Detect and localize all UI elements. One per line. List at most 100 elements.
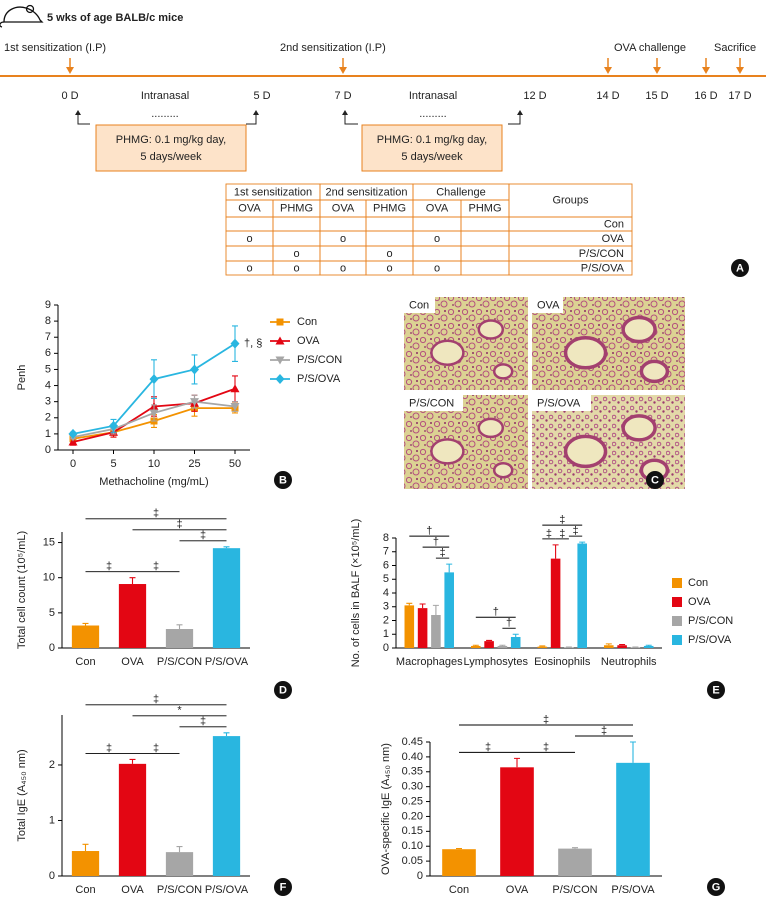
x-axis-label: Methacholine (mg/mL) — [99, 476, 208, 488]
bar — [165, 629, 194, 648]
x-tick-label: Con — [449, 884, 469, 896]
data-point — [230, 384, 240, 393]
airway — [621, 414, 657, 442]
panel-label-badge — [707, 681, 725, 699]
histology-label-bg — [404, 395, 463, 411]
mouse-body — [3, 6, 44, 23]
x-tick-label: 5 — [110, 458, 116, 470]
legend-swatch — [672, 597, 682, 607]
phase-label: Intranasal — [141, 90, 189, 102]
table-cell — [460, 245, 510, 262]
x-tick-label: 50 — [229, 458, 241, 470]
phase-hook — [508, 113, 521, 125]
data-point — [230, 403, 240, 411]
y-axis-label: Penh — [16, 365, 28, 391]
mouse-ear — [25, 4, 35, 14]
histology-label: P/S/OVA — [537, 397, 581, 409]
y-tick-label: 1 — [45, 428, 51, 440]
significance-label: † — [506, 617, 512, 629]
airway — [639, 359, 670, 384]
phase-dots: ......... — [151, 108, 179, 120]
phase-label: Intranasal — [409, 90, 457, 102]
treatment-box — [95, 124, 247, 172]
table-subheader: OVA — [426, 202, 449, 214]
phase-hook-head — [75, 110, 81, 115]
significance-label: ‡ — [200, 716, 206, 728]
significance-label: ‡ — [153, 694, 159, 706]
y-tick-label: 2 — [383, 614, 389, 626]
panel-label-badge — [274, 878, 292, 896]
histology-label-bg — [532, 297, 563, 313]
error-bar — [539, 645, 546, 647]
treatment-text: 5 days/week — [401, 151, 463, 163]
table-cell-text: o — [246, 233, 252, 245]
error-bar — [472, 644, 479, 646]
y-tick-label: 3 — [383, 601, 389, 613]
event-label: 1st sensitization (I.P) — [4, 42, 106, 54]
y-tick-label: 5 — [49, 607, 55, 619]
x-tick-label: P/S/CON — [157, 884, 202, 896]
day-label: 16 D — [694, 90, 717, 102]
y-tick-label: 6 — [45, 347, 51, 359]
significance-label: ‡ — [153, 561, 159, 573]
significance-label: ‡ — [106, 561, 112, 573]
airway — [492, 461, 514, 479]
y-tick-label: 0.10 — [402, 840, 423, 852]
significance-label: ‡ — [200, 530, 206, 542]
y-axis-label: Total cell count (10⁵/mL) — [16, 531, 28, 649]
bar — [500, 767, 534, 876]
table-cell — [460, 260, 510, 276]
table-cell — [225, 216, 274, 232]
airway — [477, 319, 505, 340]
error-bar — [223, 546, 230, 549]
bar — [537, 646, 548, 648]
significance-label: ‡ — [439, 547, 445, 559]
significance-label: ‡ — [559, 514, 565, 526]
table-subheader: PHMG — [373, 202, 406, 214]
histology-label-bg — [532, 395, 591, 411]
data-point — [68, 428, 78, 439]
table-subheader: OVA — [332, 202, 355, 214]
timeline-arrow-head — [653, 67, 661, 74]
day-label: 14 D — [596, 90, 619, 102]
legend-label: Con — [688, 577, 708, 589]
table-cell — [460, 216, 510, 232]
error-bar — [486, 639, 493, 642]
table-subheader: PHMG — [280, 202, 313, 214]
phase-hook — [344, 113, 358, 125]
table-cell — [319, 245, 367, 262]
table-cell — [412, 245, 462, 262]
treatment-text: PHMG: 0.1 mg/kg day, — [377, 134, 487, 146]
bar — [212, 736, 241, 876]
table-subheader: OVA — [238, 202, 261, 214]
y-tick-label: 5 — [45, 363, 51, 375]
significance-label: † — [426, 525, 432, 537]
y-tick-label: 0 — [49, 642, 55, 654]
day-label: 15 D — [645, 90, 668, 102]
table-cell — [412, 216, 462, 232]
airway — [563, 336, 608, 370]
histology-label: OVA — [537, 299, 560, 311]
table-cell-text: P/S/CON — [579, 248, 624, 260]
error-bar — [514, 757, 520, 768]
y-tick-label: 0.35 — [402, 766, 423, 778]
significance-label: ‡ — [559, 528, 565, 540]
table-cell — [225, 245, 274, 262]
data-point — [276, 318, 284, 326]
y-axis-label: Total IgE (A₄₅₀ nm) — [16, 749, 28, 841]
table-cell-text: o — [434, 262, 440, 274]
table-cell-text: o — [293, 248, 299, 260]
table-cell — [272, 216, 321, 232]
day-label: 0 D — [61, 90, 78, 102]
treatment-box — [361, 124, 503, 172]
panel-label: E — [712, 684, 719, 696]
panel-label: G — [712, 881, 721, 893]
table-cell — [319, 216, 367, 232]
y-tick-label: 0.40 — [402, 751, 423, 763]
panel-label: F — [280, 881, 287, 893]
table-group-header: 2nd sensitization — [326, 186, 408, 198]
x-tick-label: P/S/CON — [157, 656, 202, 668]
y-tick-label: 15 — [43, 536, 55, 548]
bar — [643, 645, 654, 648]
